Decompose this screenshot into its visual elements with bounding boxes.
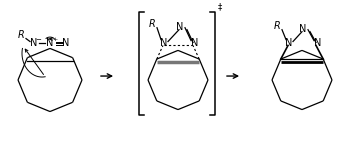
Text: ‡: ‡: [218, 2, 222, 11]
Text: N: N: [314, 37, 322, 48]
Text: +: +: [52, 37, 57, 42]
Text: R: R: [149, 19, 155, 29]
Text: N: N: [285, 37, 293, 48]
Text: −: −: [36, 37, 41, 43]
Text: N: N: [30, 39, 38, 48]
Text: N: N: [62, 39, 70, 48]
Text: R: R: [18, 30, 24, 40]
Text: N: N: [160, 37, 168, 48]
Text: N: N: [299, 24, 307, 34]
Text: R: R: [274, 21, 280, 31]
Text: N: N: [191, 37, 199, 48]
Text: N: N: [46, 39, 54, 48]
Text: N: N: [176, 22, 184, 32]
